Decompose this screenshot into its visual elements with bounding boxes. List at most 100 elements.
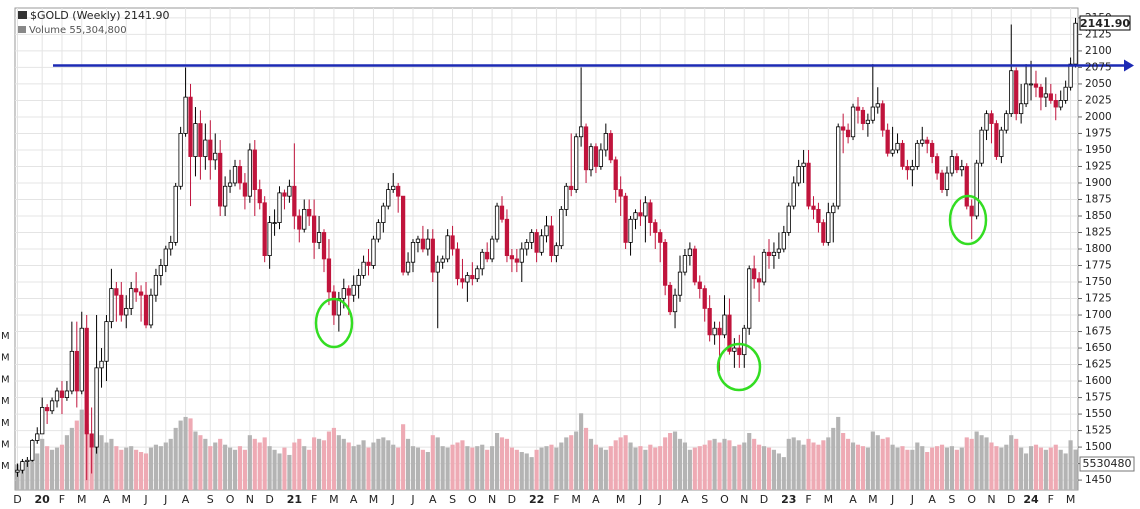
volume-bar bbox=[465, 446, 470, 490]
candle-body bbox=[821, 222, 826, 243]
volume-bar bbox=[613, 440, 618, 490]
volume-bar bbox=[722, 438, 727, 490]
candle-body bbox=[569, 185, 574, 190]
volume-bar bbox=[35, 453, 40, 490]
volume-bar bbox=[569, 435, 574, 490]
candle-body bbox=[124, 308, 129, 316]
x-tick-label: A bbox=[182, 493, 190, 506]
candle-body bbox=[1033, 83, 1039, 88]
candle-body bbox=[163, 248, 168, 266]
candle-body bbox=[252, 149, 257, 190]
volume-bar bbox=[292, 442, 297, 490]
candle-body bbox=[554, 245, 559, 257]
x-tick-label: F bbox=[553, 493, 559, 506]
candle-body bbox=[227, 182, 233, 187]
x-tick-label: O bbox=[967, 493, 976, 506]
volume-bar bbox=[460, 440, 465, 490]
x-tick-label: M bbox=[868, 493, 878, 506]
x-tick-label: M bbox=[121, 493, 131, 506]
y-tick-label: 1850 bbox=[1085, 210, 1112, 222]
volume-bar bbox=[974, 431, 979, 490]
chart-title: $GOLD (Weekly) 2141.90 bbox=[30, 9, 170, 22]
x-tick-label: 22 bbox=[529, 493, 544, 506]
candle-body bbox=[895, 142, 900, 151]
volume-bar bbox=[574, 431, 579, 490]
candle-body bbox=[346, 288, 351, 296]
volume-bar bbox=[1058, 449, 1063, 490]
volume-bar bbox=[677, 438, 683, 490]
y-tick-label: 1775 bbox=[1085, 260, 1112, 272]
volume-bar bbox=[470, 447, 475, 490]
volume-bar bbox=[781, 457, 786, 490]
candle-body bbox=[153, 275, 159, 296]
volume-bar bbox=[54, 447, 60, 490]
volume-bar bbox=[895, 447, 900, 490]
candle-body bbox=[104, 321, 109, 362]
volume-bar bbox=[331, 427, 336, 490]
volume-bar bbox=[163, 442, 168, 490]
candle-body bbox=[816, 208, 821, 223]
candle-body bbox=[232, 166, 238, 184]
volume-bar bbox=[247, 435, 252, 490]
candle-body bbox=[850, 106, 856, 138]
candle-layer bbox=[15, 17, 1134, 481]
highlight-circle bbox=[716, 342, 762, 392]
candle-body bbox=[598, 149, 604, 167]
candle-body bbox=[574, 136, 579, 190]
y-tick-label: 1550 bbox=[1085, 408, 1112, 420]
candle-body bbox=[470, 275, 475, 280]
volume-bar bbox=[954, 449, 959, 490]
volume-bar bbox=[410, 446, 416, 490]
candle-body bbox=[944, 172, 950, 190]
volume-bar bbox=[104, 442, 109, 490]
candle-body bbox=[465, 275, 470, 283]
volume-bar bbox=[30, 457, 35, 490]
volume-bar bbox=[935, 446, 940, 490]
candle-body bbox=[1023, 83, 1029, 105]
volume-bar bbox=[168, 438, 173, 490]
candle-body bbox=[771, 251, 777, 257]
volume-bar bbox=[766, 447, 772, 490]
volume-bar bbox=[910, 449, 915, 490]
volume-axis-label: M bbox=[1, 396, 10, 407]
candle-body bbox=[489, 238, 495, 260]
candle-body bbox=[1068, 63, 1073, 88]
candle-body bbox=[445, 235, 450, 260]
x-tick-label: J bbox=[638, 493, 642, 506]
candle-body bbox=[603, 133, 608, 151]
candle-body bbox=[129, 288, 134, 309]
volume-bar bbox=[499, 437, 505, 490]
candle-body bbox=[168, 241, 173, 250]
candle-body bbox=[356, 275, 361, 286]
x-tick-label: 23 bbox=[781, 493, 796, 506]
candle-body bbox=[752, 268, 757, 280]
y-tick-label: 2000 bbox=[1085, 111, 1112, 123]
volume-bar bbox=[524, 453, 529, 490]
volume-bar bbox=[608, 446, 613, 490]
candle-body bbox=[430, 238, 435, 273]
x-tick-label: N bbox=[987, 493, 995, 506]
volume-bar bbox=[534, 449, 539, 490]
candle-body bbox=[529, 232, 534, 243]
y-tick-label: 1700 bbox=[1085, 309, 1112, 321]
volume-bar bbox=[697, 446, 702, 490]
volume-bar bbox=[203, 438, 208, 490]
candle-body bbox=[836, 126, 841, 207]
volume-bar bbox=[1019, 447, 1024, 490]
x-tick-label: J bbox=[391, 493, 395, 506]
candle-body bbox=[509, 255, 515, 260]
candle-body bbox=[20, 461, 25, 471]
x-tick-label: S bbox=[449, 493, 456, 506]
candle-body bbox=[371, 238, 376, 266]
x-tick-label: O bbox=[468, 493, 477, 506]
volume-bar bbox=[1043, 449, 1048, 490]
volume-bar bbox=[262, 437, 267, 490]
candle-body bbox=[747, 268, 752, 329]
volume-bar bbox=[1009, 435, 1014, 490]
volume-axis-label: M bbox=[1, 418, 10, 429]
candle-body bbox=[307, 208, 312, 217]
volume-bar bbox=[178, 420, 183, 490]
volume-bar bbox=[826, 437, 831, 490]
candle-body bbox=[786, 205, 791, 233]
